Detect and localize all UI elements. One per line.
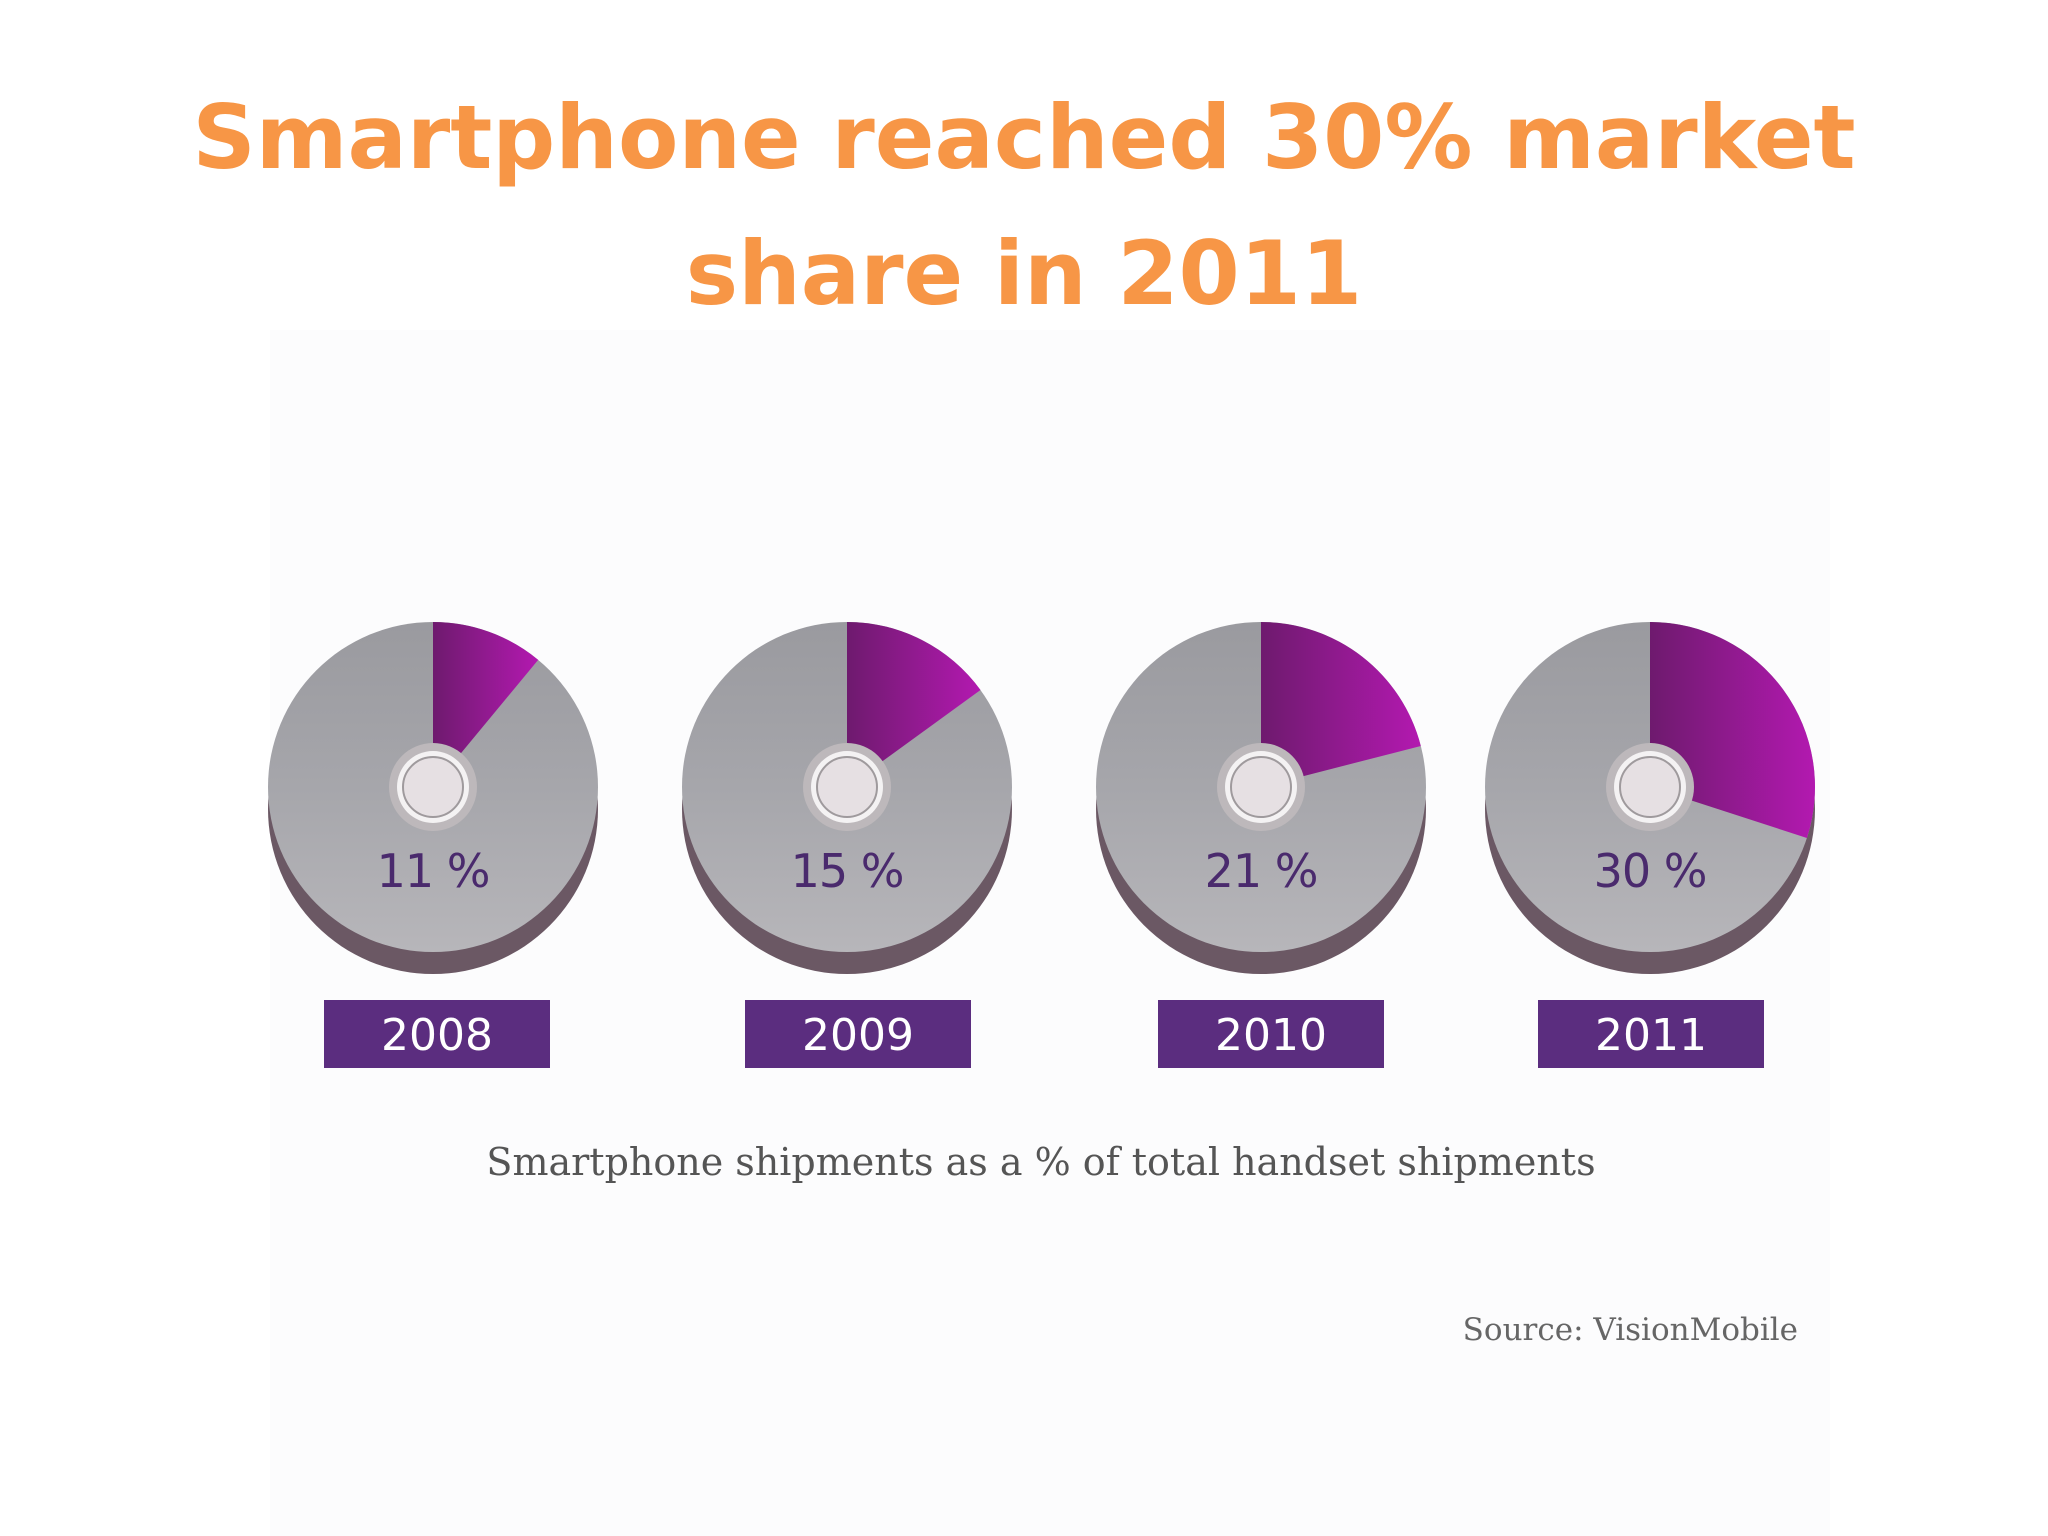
year-label: 2008 bbox=[381, 1010, 493, 1061]
year-badge bbox=[745, 1000, 971, 1068]
pie-percent-label: 21 % bbox=[1205, 844, 1318, 898]
year-badge bbox=[1538, 1000, 1764, 1068]
pie-hub-center bbox=[1230, 756, 1292, 818]
pie-2008: 11 % 2008 bbox=[268, 622, 598, 1068]
title-line-2: share in 2011 bbox=[685, 222, 1363, 325]
pie-smartphone-slice bbox=[1261, 622, 1421, 787]
pie-hub-center bbox=[816, 756, 878, 818]
year-label: 2010 bbox=[1215, 1010, 1327, 1061]
source-note: Source: VisionMobile bbox=[1462, 1312, 1798, 1348]
pie-percent-label: 30 % bbox=[1594, 844, 1707, 898]
pie-percent-label: 11 % bbox=[377, 844, 490, 898]
year-badge bbox=[324, 1000, 550, 1068]
pie-2010: 21 % 2010 bbox=[1096, 622, 1426, 1068]
page-title: Smartphone reached 30% market share in 2… bbox=[0, 70, 2048, 342]
pie-smartphone-slice bbox=[847, 622, 981, 787]
pie-2011: 30 % 2011 bbox=[1485, 622, 1815, 1068]
chart-caption: Smartphone shipments as a % of total han… bbox=[486, 1140, 1596, 1184]
year-label: 2009 bbox=[802, 1010, 914, 1061]
pie-smartphone-slice bbox=[433, 622, 539, 787]
pie-percent-label: 15 % bbox=[791, 844, 904, 898]
title-line-1: Smartphone reached 30% market bbox=[192, 86, 1856, 189]
year-badge bbox=[1158, 1000, 1384, 1068]
pie-hub-center bbox=[402, 756, 464, 818]
year-label: 2011 bbox=[1595, 1010, 1707, 1061]
pie-hub-center bbox=[1619, 756, 1681, 818]
pie-2009: 15 % 2009 bbox=[682, 622, 1012, 1068]
